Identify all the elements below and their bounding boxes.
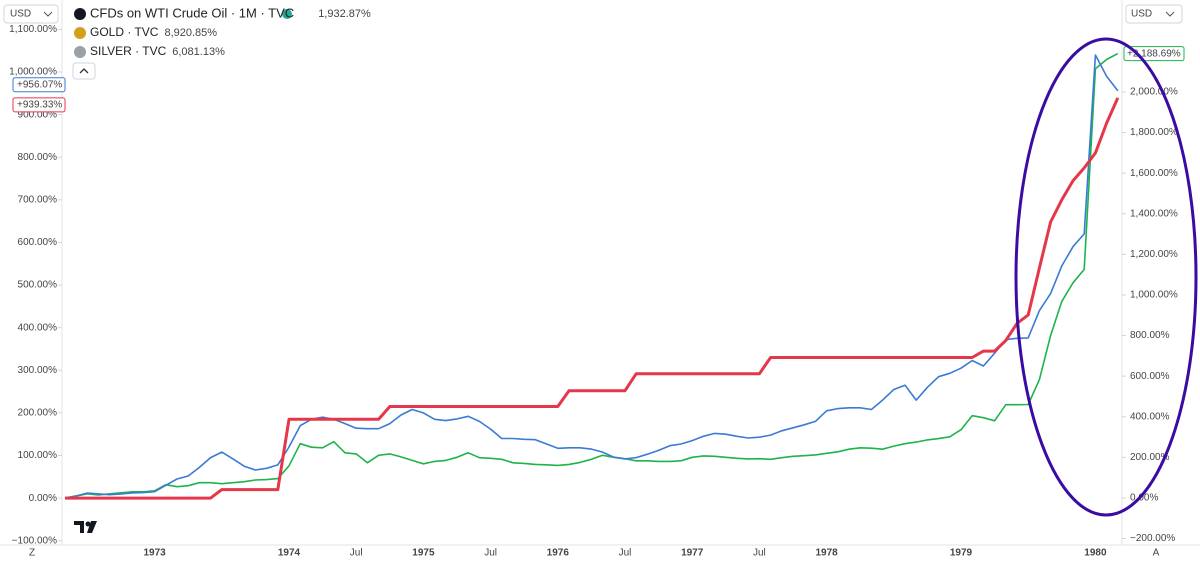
chevron (43, 11, 53, 17)
y-tick-label: 300.00% (18, 365, 58, 376)
x-tick-label: Jul (484, 548, 497, 559)
logo-part (87, 521, 97, 533)
legend-item[interactable]: CFDs on WTI Crude Oil · 1M · TVC 1,932.87… (90, 5, 371, 20)
y-tick-label: 800.00% (18, 152, 58, 163)
y-tick-label: 0.00% (29, 493, 57, 504)
price-label: +2,188.69% (1127, 48, 1181, 59)
highlight-ellipse (1014, 37, 1198, 517)
currency-label[interactable]: USD (10, 9, 31, 20)
y-tick-label: 900.00% (18, 109, 58, 120)
x-tick-label: Jul (350, 548, 363, 559)
x-tick-label: 1977 (681, 548, 704, 559)
x-tick-label: 1973 (143, 548, 166, 559)
y2-tick-label: 1,800.00% (1130, 127, 1178, 138)
scale-mode[interactable]: Z (29, 548, 35, 559)
y2-tick-label: 1,200.00% (1130, 249, 1178, 260)
legend-item[interactable]: GOLD · TVC 8,920.85% (90, 25, 217, 39)
legend-item[interactable]: SILVER · TVC 6,081.13% (90, 44, 225, 58)
tradingview-logo (74, 521, 97, 533)
logo-part (74, 521, 84, 533)
currency-label[interactable]: USD (1131, 9, 1152, 20)
x-tick-label: Jul (619, 548, 632, 559)
x-tick-label: 1979 (950, 548, 973, 559)
price-label: +956.07% (17, 79, 62, 90)
price-label: +939.33% (17, 100, 62, 111)
x-tick-label: 1975 (412, 548, 435, 559)
x-tick-label: 1976 (547, 548, 570, 559)
y2-tick-label: 1,400.00% (1130, 208, 1178, 219)
y-tick-label: 700.00% (18, 194, 58, 205)
button-box[interactable] (1125, 4, 1183, 24)
series-line (64, 54, 1119, 499)
y2-tick-label: 0.00% (1130, 493, 1158, 504)
x-tick-label: 1978 (815, 548, 838, 559)
y2-tick-label: 2,000.00% (1130, 87, 1178, 98)
legend-value: 8,920.85% (164, 27, 217, 39)
y-tick-label: −100.00% (12, 535, 57, 546)
y-tick-label: 100.00% (18, 450, 58, 461)
y-tick-label: 500.00% (18, 280, 58, 291)
y-tick-label: 1,000.00% (9, 67, 57, 78)
series-line (64, 52, 1119, 499)
y2-tick-label: 800.00% (1130, 330, 1170, 341)
collapse-button[interactable] (72, 62, 96, 80)
series-line (65, 97, 1120, 500)
symbol-icon (74, 8, 86, 20)
legend-name[interactable]: CFDs on WTI Crude Oil · 1M · TVC (90, 5, 294, 20)
y-tick-label: 400.00% (18, 322, 58, 333)
button-box[interactable] (3, 4, 59, 24)
y2-tick-label: −200.00% (1130, 533, 1175, 544)
chevron (1165, 11, 1175, 17)
button-box[interactable] (72, 62, 96, 80)
legend-value: 6,081.13% (172, 46, 225, 58)
legend-name[interactable]: GOLD · TVC (90, 25, 159, 39)
symbol-icon (74, 46, 86, 58)
x-tick-label: Jul (753, 548, 766, 559)
scale-mode[interactable]: A (1153, 548, 1160, 559)
price-label-box (12, 77, 66, 93)
y2-tick-label: 400.00% (1130, 411, 1170, 422)
logo-part (85, 521, 91, 527)
legend-name[interactable]: SILVER · TVC (90, 44, 167, 58)
y-tick-label: 1,100.00% (9, 24, 57, 35)
currency-left-button[interactable]: USD (3, 4, 59, 24)
y2-tick-label: 600.00% (1130, 371, 1170, 382)
y2-tick-label: 1,600.00% (1130, 168, 1178, 179)
status-dot (282, 9, 292, 19)
chevron (79, 68, 89, 74)
y2-tick-label: 200.00% (1130, 452, 1170, 463)
x-tick-label: 1980 (1084, 548, 1107, 559)
price-label-box (12, 97, 66, 113)
y-tick-label: 600.00% (18, 237, 58, 248)
symbol-icon (74, 27, 86, 39)
currency-right-button[interactable]: USD (1125, 4, 1183, 24)
legend (72, 8, 292, 80)
y-tick-label: 200.00% (18, 408, 58, 419)
legend-value: 1,932.87% (318, 8, 371, 20)
x-tick-label: 1974 (278, 548, 301, 559)
y2-tick-label: 1,000.00% (1130, 290, 1178, 301)
